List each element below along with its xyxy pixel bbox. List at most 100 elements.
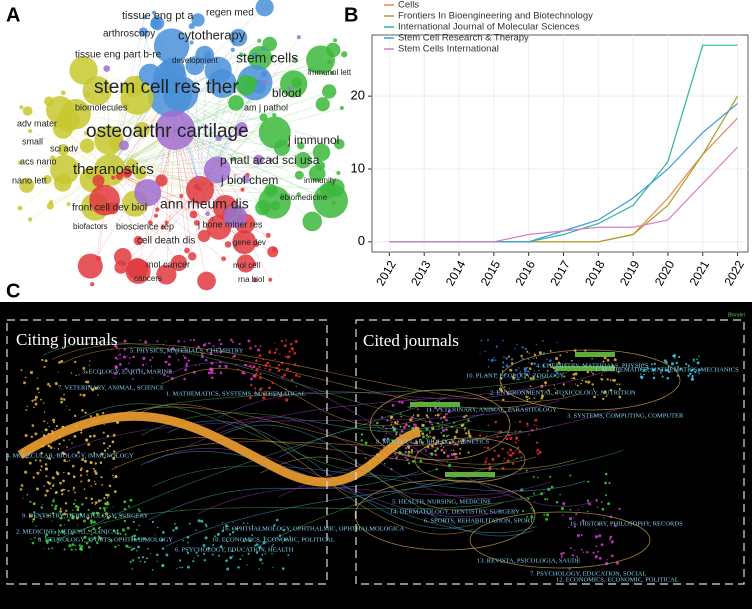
dot xyxy=(540,390,543,392)
dot xyxy=(502,398,505,402)
dot xyxy=(74,544,76,547)
dot xyxy=(442,441,445,444)
node-label: ann rheum dis xyxy=(160,196,249,212)
dot xyxy=(98,536,102,540)
dot xyxy=(283,344,287,348)
dot xyxy=(141,556,145,559)
line-chart: 0 10 20 2012 2013 2014 2015 2016 2017 2018 2019 202… xyxy=(351,0,749,288)
dot xyxy=(97,499,101,503)
dot xyxy=(125,544,129,548)
node xyxy=(57,144,69,156)
dot xyxy=(219,342,223,346)
plot-area xyxy=(371,34,749,253)
dot xyxy=(115,466,117,468)
dot xyxy=(562,383,565,386)
dot xyxy=(60,360,64,363)
dot xyxy=(582,506,584,508)
dot xyxy=(251,525,254,527)
dot xyxy=(516,343,518,346)
overlay-labels: Citing journals Cited journals Blondel 5… xyxy=(6,312,745,583)
dot xyxy=(36,471,40,475)
dot xyxy=(108,484,112,488)
dot xyxy=(501,447,504,450)
dot xyxy=(24,433,28,438)
dot xyxy=(259,373,262,376)
dot xyxy=(161,547,165,550)
dot xyxy=(219,351,222,354)
dot xyxy=(202,544,206,547)
node xyxy=(339,105,344,110)
node xyxy=(193,219,200,226)
cited-frame xyxy=(355,319,745,585)
x-tick-label: 2022 xyxy=(721,258,747,288)
dot xyxy=(92,520,96,524)
dot xyxy=(290,347,294,351)
dot xyxy=(208,342,211,345)
dot xyxy=(468,434,472,438)
dot xyxy=(606,378,609,381)
dot xyxy=(108,444,112,448)
dot xyxy=(693,360,695,362)
dot xyxy=(609,388,613,392)
dot xyxy=(483,446,486,449)
dot xyxy=(514,449,517,452)
dot xyxy=(448,463,452,467)
dot xyxy=(128,357,131,359)
dot xyxy=(147,547,149,550)
dot xyxy=(130,373,132,375)
dot xyxy=(530,515,534,519)
dot xyxy=(72,486,76,489)
node xyxy=(52,118,74,139)
dot xyxy=(571,554,574,557)
dot xyxy=(164,360,168,364)
dot xyxy=(677,365,679,368)
dot xyxy=(105,532,108,535)
dot xyxy=(20,484,24,487)
node xyxy=(42,174,52,184)
dot xyxy=(536,375,540,378)
dot xyxy=(660,369,663,372)
x-tick-label: 2017 xyxy=(547,258,573,288)
link xyxy=(80,403,437,477)
dot xyxy=(442,434,446,438)
node xyxy=(296,192,301,197)
node xyxy=(153,28,190,64)
dot xyxy=(587,380,591,384)
dot xyxy=(41,431,43,433)
node xyxy=(322,84,337,99)
dot xyxy=(204,536,208,540)
dot xyxy=(604,472,608,476)
dot xyxy=(507,355,510,358)
node xyxy=(336,170,341,176)
dot xyxy=(258,393,261,396)
dot xyxy=(34,459,37,462)
dot xyxy=(30,435,34,439)
dot xyxy=(31,541,35,545)
cited-label: 14. DERMATOLOGY, DENTISTRY, SURGERY xyxy=(390,508,520,515)
dot xyxy=(563,375,566,378)
node xyxy=(118,140,130,151)
node xyxy=(155,207,160,212)
node xyxy=(155,84,164,93)
node xyxy=(264,183,278,198)
dot xyxy=(639,373,642,375)
dot xyxy=(530,362,534,365)
dot xyxy=(181,566,184,569)
dot xyxy=(404,423,408,427)
dot xyxy=(277,369,281,373)
dot xyxy=(559,354,562,357)
node xyxy=(307,67,312,72)
dot xyxy=(68,459,70,462)
node xyxy=(142,15,147,20)
dot xyxy=(443,446,445,448)
dot xyxy=(63,533,66,535)
dot xyxy=(102,442,106,445)
dot xyxy=(146,363,148,365)
dot xyxy=(575,513,578,516)
dot xyxy=(526,425,529,427)
dot xyxy=(98,506,102,510)
node xyxy=(265,232,271,238)
dot xyxy=(380,406,383,408)
dot xyxy=(71,516,75,520)
dot xyxy=(66,446,68,448)
